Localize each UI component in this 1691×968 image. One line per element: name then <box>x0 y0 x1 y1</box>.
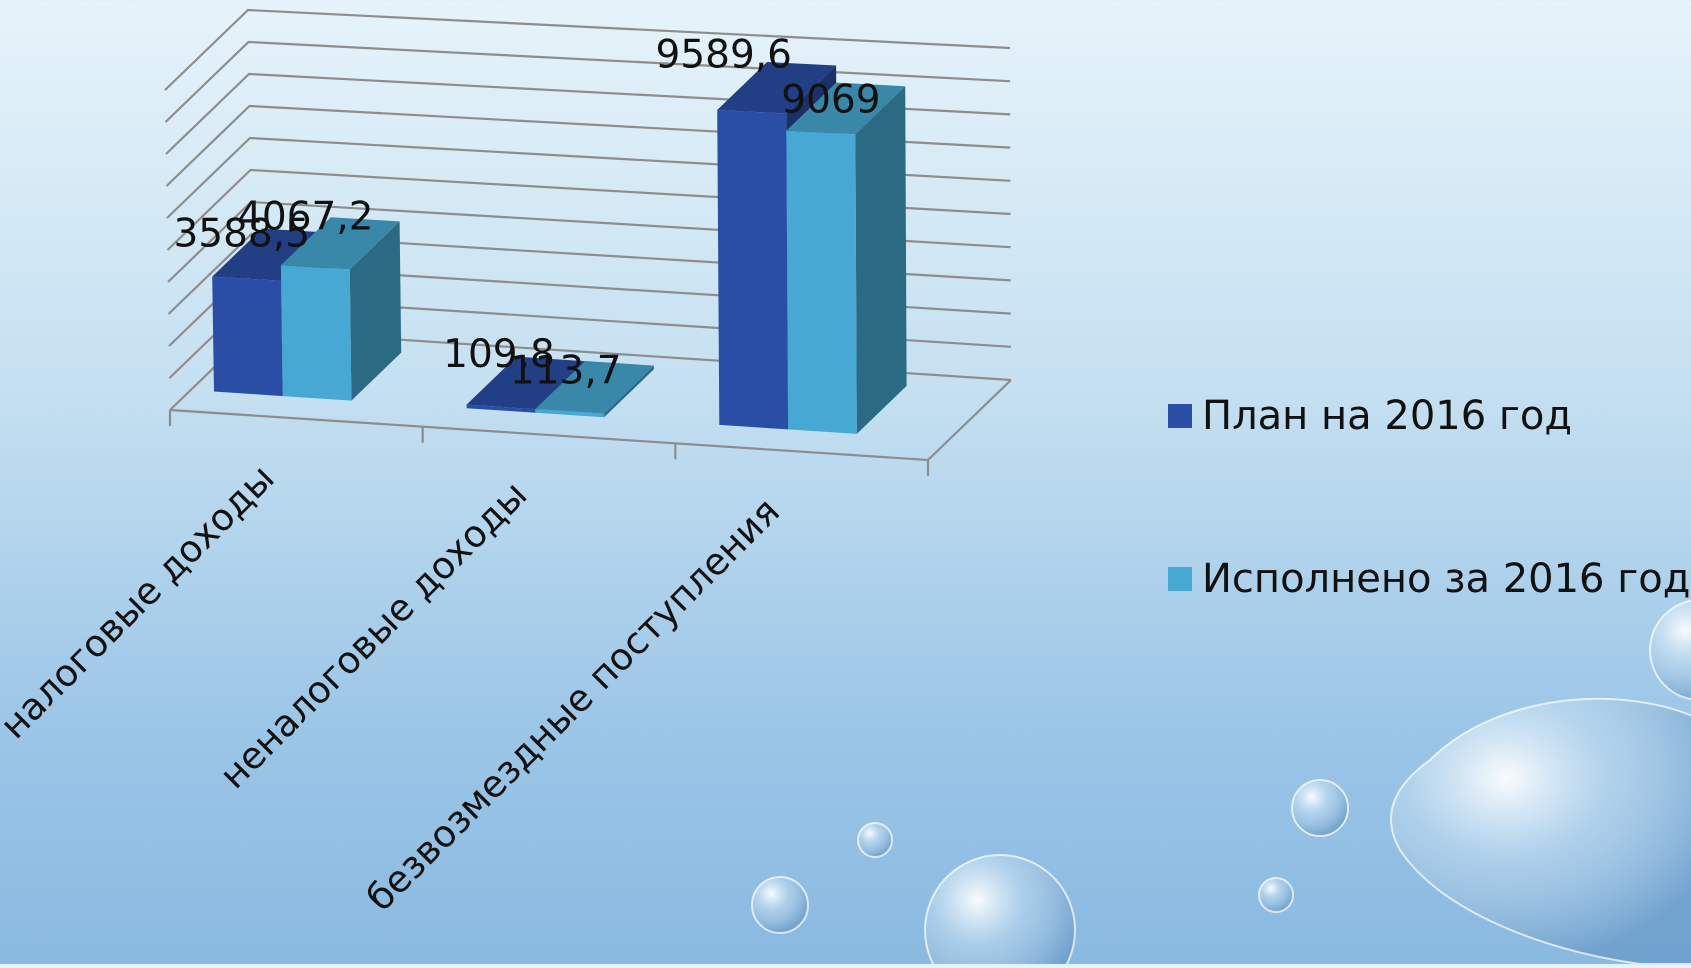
bar-top <box>535 361 654 414</box>
bar-side <box>349 221 402 401</box>
bar-top <box>212 228 331 281</box>
bar-side <box>855 86 907 434</box>
data-label: 4067,2 <box>237 194 373 239</box>
bar <box>786 82 907 434</box>
bar-top <box>280 217 400 270</box>
data-label: 9589,6 <box>656 33 792 78</box>
legend-swatch-executed <box>1168 567 1192 591</box>
gridline <box>164 8 1011 91</box>
bubble-decoration <box>751 876 809 934</box>
data-label: 109,8 <box>443 332 555 377</box>
bar-top <box>717 62 837 114</box>
legend-label-executed: Исполнено за 2016 год <box>1202 556 1691 602</box>
bar-front <box>466 404 536 413</box>
category-label: налоговые доходы <box>0 456 283 747</box>
legend-label-plan: План на 2016 год <box>1202 393 1573 439</box>
bar <box>280 217 402 401</box>
large-droplet-decoration <box>1390 697 1691 965</box>
category-label: неналоговые доходы <box>211 473 535 797</box>
grid-lines <box>164 8 1012 476</box>
x-axis-line <box>169 408 929 462</box>
data-label: 113,7 <box>510 348 622 393</box>
bar <box>535 361 654 418</box>
bar-top <box>466 356 586 410</box>
data-label: 3588,5 <box>173 212 309 257</box>
bar-front <box>212 276 283 397</box>
bar-top <box>786 82 906 135</box>
legend-swatch-plan <box>1168 404 1192 428</box>
bubble-decoration <box>1291 779 1349 837</box>
bubble-decoration <box>857 822 893 858</box>
legend-item-executed: Исполнено за 2016 год <box>1168 556 1690 602</box>
data-label: 9069 <box>781 77 880 122</box>
bar-front <box>535 409 605 418</box>
floor-right-edge <box>927 379 1012 461</box>
bar-front <box>280 265 352 401</box>
bars <box>212 62 907 434</box>
bar-front <box>717 110 789 430</box>
bubble-decoration <box>1258 877 1294 913</box>
bubble-decoration <box>1649 599 1691 701</box>
decorative-bubbles <box>751 599 1691 968</box>
bubble-decoration <box>924 854 1076 968</box>
legend-item-plan: План на 2016 год <box>1168 393 1572 439</box>
bar-side <box>604 365 654 418</box>
gridline <box>164 40 1011 123</box>
bar-front <box>786 130 857 434</box>
